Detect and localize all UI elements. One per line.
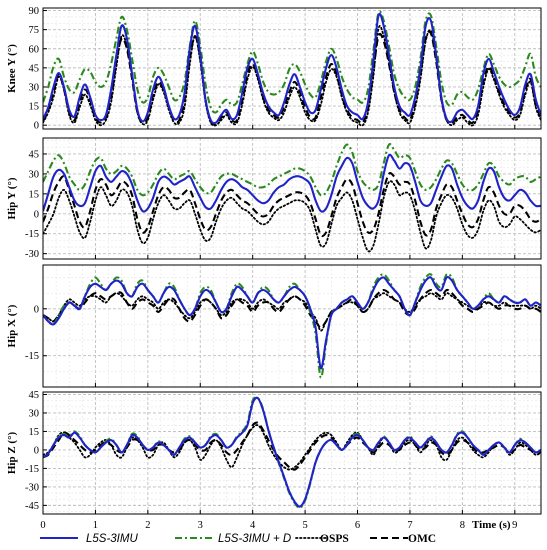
series-group bbox=[43, 396, 541, 509]
legend-item-l5s-3imu: L5S-3IMU bbox=[40, 533, 138, 545]
series-line-l5s-3imu bbox=[43, 12, 541, 125]
y-tick-label: -15 bbox=[25, 464, 39, 475]
series-line-l5s-3imu-d bbox=[43, 143, 541, 197]
y-tick-label: 0 bbox=[34, 445, 39, 456]
y-tick-label: 0 bbox=[34, 209, 39, 220]
x-axis-label: Time (s) bbox=[472, 519, 511, 531]
series-line-omc bbox=[43, 172, 541, 238]
y-tick-label: 30 bbox=[29, 82, 40, 93]
series-group bbox=[43, 143, 541, 253]
legend-item-osps: OSPS bbox=[295, 533, 349, 545]
y-tick-label: -15 bbox=[25, 351, 39, 362]
legend-label: L5S-3IMU + D bbox=[218, 533, 291, 545]
y-tick-label: 0 bbox=[34, 304, 39, 315]
y-tick-label: 60 bbox=[29, 44, 40, 55]
x-tick-label: 6 bbox=[355, 520, 360, 531]
panel-2: -30 -15 0 15 30 45 Hip Y (°) bbox=[6, 137, 542, 260]
x-tick-label: 8 bbox=[460, 520, 465, 531]
x-tick-label: 2 bbox=[145, 520, 150, 531]
y-tick-label: 30 bbox=[29, 408, 40, 419]
series-line-l5s-3imu bbox=[43, 275, 541, 370]
series-line-l5s-3imu-d bbox=[43, 10, 541, 114]
y-tick-label: -45 bbox=[25, 501, 39, 512]
x-tick-label: 0 bbox=[40, 520, 45, 531]
y-tick-label: -30 bbox=[25, 249, 39, 260]
y-axis-label: Knee Y (°) bbox=[6, 44, 18, 93]
grid bbox=[42, 265, 542, 388]
axes-frame bbox=[42, 137, 542, 260]
legend-item-l5s-3imu-d: L5S-3IMU + D bbox=[175, 533, 291, 545]
legend: L5S-3IMU L5S-3IMU + D OSPS OMC bbox=[40, 533, 436, 545]
y-axis-label: Hip Z (°) bbox=[6, 432, 18, 475]
series-line-l5s-3imu bbox=[43, 153, 541, 213]
axes-frame bbox=[42, 264, 542, 388]
panel-3: -15 0 Hip X (°) bbox=[6, 264, 542, 388]
y-tick-label: 0 bbox=[34, 121, 39, 132]
x-tick-label: 5 bbox=[302, 520, 307, 531]
y-tick-label: 75 bbox=[29, 25, 40, 36]
y-ticks: -30 -15 0 15 30 45 bbox=[25, 149, 516, 260]
y-tick-label: 45 bbox=[29, 149, 40, 160]
grid bbox=[42, 392, 542, 514]
y-axis-label: Hip X (°) bbox=[6, 304, 18, 347]
y-tick-label: 15 bbox=[29, 102, 40, 113]
series-line-omc bbox=[43, 288, 541, 329]
x-tick-label: 7 bbox=[407, 520, 412, 531]
y-tick-label: -30 bbox=[25, 482, 39, 493]
y-tick-label: 45 bbox=[29, 63, 40, 74]
y-tick-label: 15 bbox=[29, 189, 40, 200]
legend-label: OSPS bbox=[320, 533, 349, 545]
series-line-l5s-3imu bbox=[43, 396, 541, 508]
series-group bbox=[43, 272, 541, 379]
series-line-osps bbox=[43, 180, 541, 253]
y-ticks: 0 15 30 45 60 75 90 bbox=[29, 6, 516, 132]
axes-frame bbox=[42, 7, 542, 130]
legend-label: L5S-3IMU bbox=[86, 533, 138, 545]
y-tick-label: 90 bbox=[29, 6, 40, 17]
legend-item-omc: OMC bbox=[370, 533, 436, 545]
legend-label: OMC bbox=[408, 533, 436, 545]
grid bbox=[42, 8, 542, 129]
series-line-omc bbox=[43, 30, 541, 126]
y-tick-label: 30 bbox=[29, 169, 40, 180]
x-tick-label: 4 bbox=[250, 520, 256, 531]
axes-frame bbox=[42, 391, 542, 515]
y-axis-label: Hip Y (°) bbox=[6, 177, 18, 219]
y-tick-label: 15 bbox=[29, 427, 40, 438]
x-tick-label: 1 bbox=[93, 520, 98, 531]
x-tick-label: 3 bbox=[198, 520, 203, 531]
series-group bbox=[43, 10, 541, 127]
y-tick-label: -15 bbox=[25, 229, 39, 240]
panel-1: 0 15 30 45 60 75 90 Knee Y (°) bbox=[6, 6, 542, 132]
x-tick-label: 9 bbox=[512, 520, 517, 531]
y-tick-label: 45 bbox=[29, 390, 40, 401]
